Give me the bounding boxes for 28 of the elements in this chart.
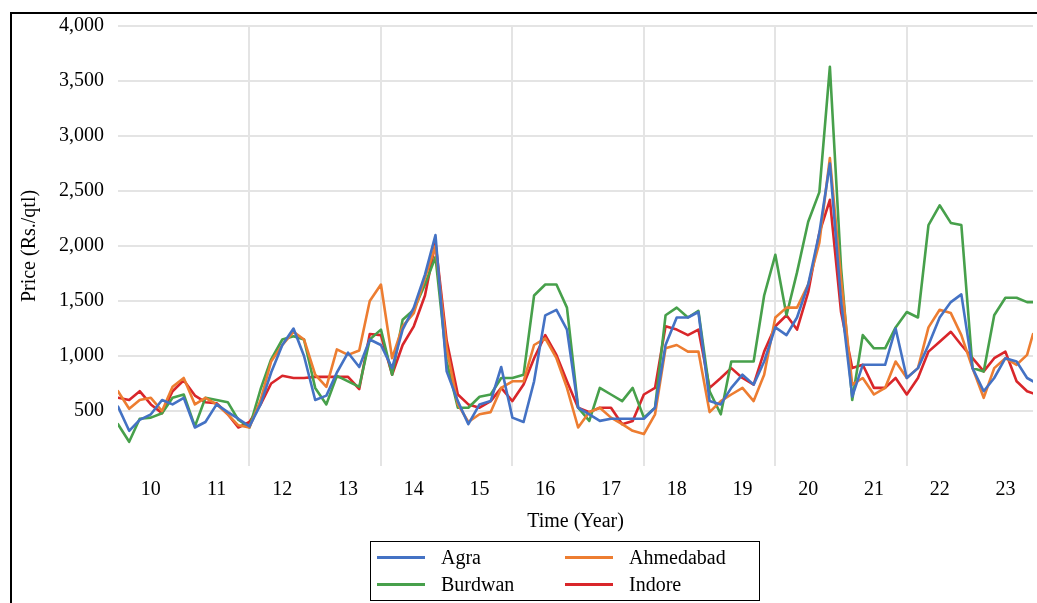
legend-label: Ahmedabad [629, 546, 726, 569]
x-tick-label: 11 [206, 477, 227, 500]
legend-label: Indore [629, 573, 682, 596]
y-tick-label: 2,000 [59, 233, 104, 256]
y-tick-label: 1,500 [59, 288, 104, 311]
x-tick-label: 18 [666, 477, 687, 500]
y-axis-title: Price (Rs./qtl) [17, 189, 41, 303]
x-tick-label: 10 [140, 477, 161, 500]
x-tick-label: 21 [863, 477, 884, 500]
x-tick-label: 13 [338, 477, 359, 500]
x-tick-label: 15 [469, 477, 490, 500]
x-tick-label: 19 [732, 477, 753, 500]
x-tick-label: 14 [403, 477, 424, 500]
legend-label: Burdwan [441, 573, 515, 596]
legend-label: Agra [441, 546, 481, 569]
x-tick-label: 16 [535, 477, 556, 500]
x-tick-label: 17 [601, 477, 621, 500]
y-tick-label: 1,000 [59, 343, 104, 366]
x-tick-label: 23 [995, 477, 1016, 500]
y-tick-label: 3,000 [59, 123, 104, 146]
y-tick-label: 3,500 [59, 68, 104, 91]
y-tick-label: 4,000 [59, 13, 104, 36]
x-tick-label: 20 [798, 477, 819, 500]
x-axis-title: Time (Year) [527, 509, 624, 533]
x-tick-label: 22 [929, 477, 950, 500]
y-tick-label: 2,500 [59, 178, 104, 201]
y-tick-label: 500 [74, 398, 104, 421]
x-tick-label: 12 [272, 477, 293, 500]
